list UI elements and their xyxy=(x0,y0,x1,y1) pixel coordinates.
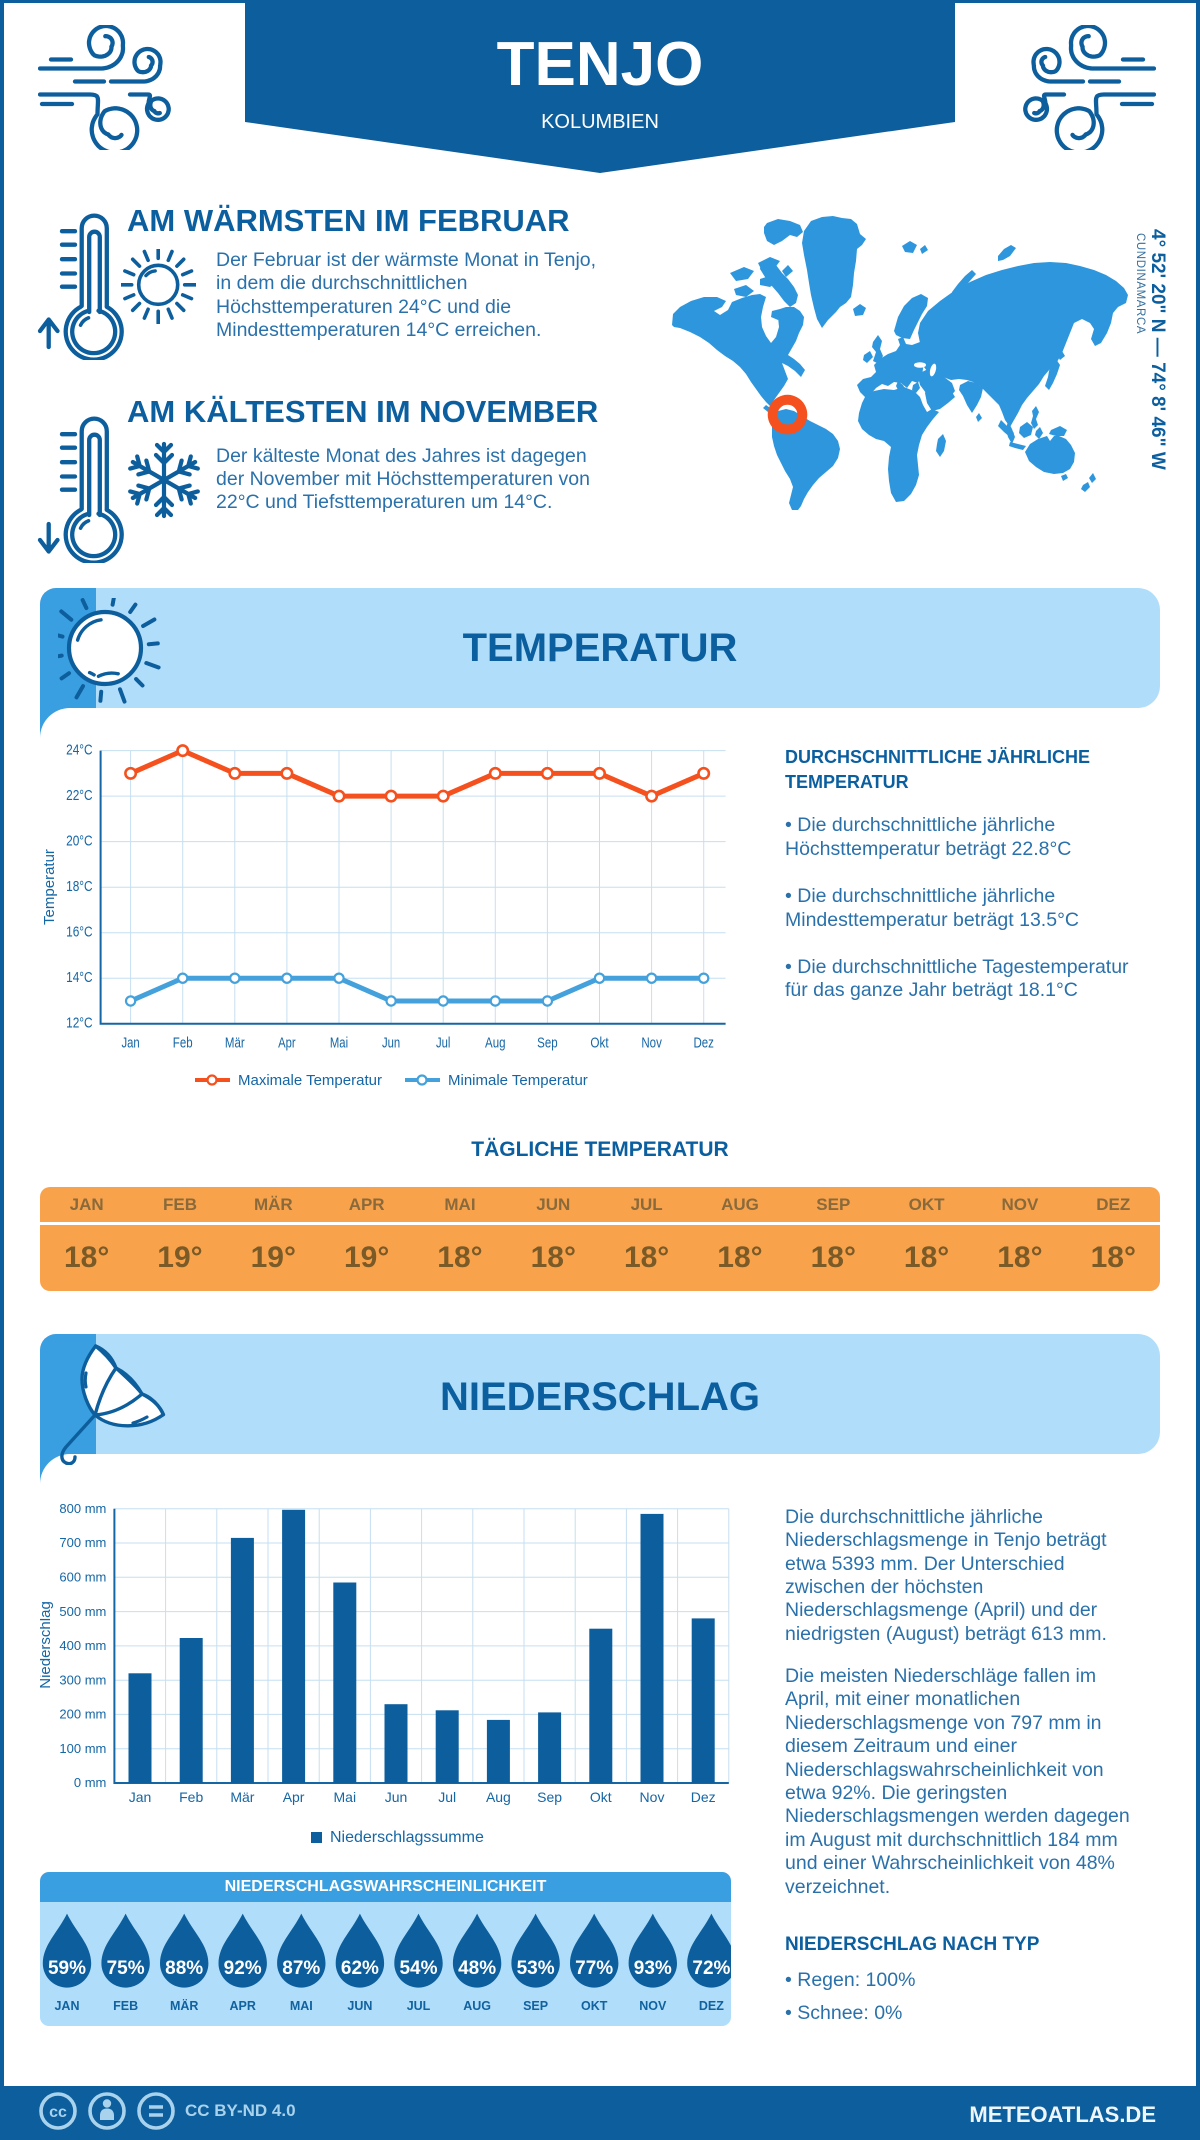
svg-text:JUL: JUL xyxy=(407,1999,431,2013)
svg-text:JUN: JUN xyxy=(347,1999,372,2013)
svg-text:72%: 72% xyxy=(692,1958,730,1979)
svg-text:87%: 87% xyxy=(282,1958,320,1979)
svg-text:92%: 92% xyxy=(224,1958,262,1979)
svg-text:100 mm: 100 mm xyxy=(59,1741,106,1756)
svg-text:Mai: Mai xyxy=(334,1789,357,1805)
svg-text:12°C: 12°C xyxy=(66,1015,93,1032)
svg-text:Nov: Nov xyxy=(640,1789,665,1805)
svg-text:Mai: Mai xyxy=(330,1035,348,1052)
svg-text:DEZ: DEZ xyxy=(699,1999,724,2013)
svg-text:62%: 62% xyxy=(341,1958,379,1979)
svg-text:Nov: Nov xyxy=(641,1035,662,1052)
svg-text:NOV: NOV xyxy=(639,1999,667,2013)
svg-text:Jan: Jan xyxy=(129,1789,152,1805)
svg-text:Minimale Temperatur: Minimale Temperatur xyxy=(448,1072,588,1089)
svg-text:88%: 88% xyxy=(165,1958,203,1979)
svg-text:0 mm: 0 mm xyxy=(74,1775,107,1790)
svg-text:77%: 77% xyxy=(575,1958,613,1979)
svg-text:Sep: Sep xyxy=(537,1035,558,1052)
svg-text:Dez: Dez xyxy=(693,1035,714,1052)
svg-text:18°C: 18°C xyxy=(66,878,93,895)
svg-text:Niederschlagssumme: Niederschlagssumme xyxy=(330,1829,484,1846)
svg-text:400 mm: 400 mm xyxy=(59,1638,106,1653)
svg-text:Apr: Apr xyxy=(278,1035,296,1052)
svg-text:Jan: Jan xyxy=(122,1035,140,1052)
svg-text:14°C: 14°C xyxy=(66,969,93,986)
svg-text:OKT: OKT xyxy=(581,1999,608,2013)
svg-text:800 mm: 800 mm xyxy=(59,1501,106,1516)
svg-text:500 mm: 500 mm xyxy=(59,1604,106,1619)
svg-text:MAI: MAI xyxy=(290,1999,313,2013)
svg-text:MÄR: MÄR xyxy=(170,1998,198,2013)
svg-text:75%: 75% xyxy=(107,1958,145,1979)
svg-text:Apr: Apr xyxy=(283,1789,305,1805)
svg-text:Mär: Mär xyxy=(230,1789,254,1805)
svg-text:Okt: Okt xyxy=(590,1789,612,1805)
svg-text:53%: 53% xyxy=(517,1958,555,1979)
svg-text:APR: APR xyxy=(229,1999,255,2013)
svg-text:cc: cc xyxy=(49,2104,67,2121)
svg-text:700 mm: 700 mm xyxy=(59,1535,106,1550)
svg-text:22°C: 22°C xyxy=(66,787,93,804)
svg-text:48%: 48% xyxy=(458,1958,496,1979)
svg-text:Temperatur: Temperatur xyxy=(41,849,58,925)
svg-text:Sep: Sep xyxy=(537,1789,562,1805)
svg-text:Feb: Feb xyxy=(173,1035,193,1052)
svg-text:Dez: Dez xyxy=(691,1789,716,1805)
svg-text:SEP: SEP xyxy=(523,1999,548,2013)
svg-text:Jul: Jul xyxy=(436,1035,450,1052)
svg-text:Okt: Okt xyxy=(590,1035,609,1052)
svg-text:20°C: 20°C xyxy=(66,832,93,849)
svg-text:FEB: FEB xyxy=(113,1999,138,2013)
svg-text:Jun: Jun xyxy=(382,1035,400,1052)
svg-text:54%: 54% xyxy=(399,1958,437,1979)
svg-text:Feb: Feb xyxy=(179,1789,203,1805)
svg-text:300 mm: 300 mm xyxy=(59,1672,106,1687)
svg-text:Aug: Aug xyxy=(486,1789,511,1805)
svg-text:Maximale Temperatur: Maximale Temperatur xyxy=(238,1072,382,1089)
svg-text:Jul: Jul xyxy=(438,1789,456,1805)
svg-text:Aug: Aug xyxy=(485,1035,506,1052)
svg-text:Mär: Mär xyxy=(225,1035,245,1052)
svg-text:24°C: 24°C xyxy=(66,741,93,758)
svg-text:Jun: Jun xyxy=(385,1789,408,1805)
svg-text:59%: 59% xyxy=(48,1958,86,1979)
svg-text:93%: 93% xyxy=(634,1958,672,1979)
svg-text:JAN: JAN xyxy=(54,1999,79,2013)
svg-text:600 mm: 600 mm xyxy=(59,1570,106,1585)
svg-text:Niederschlag: Niederschlag xyxy=(40,1601,54,1689)
svg-text:200 mm: 200 mm xyxy=(59,1707,106,1722)
svg-text:AUG: AUG xyxy=(463,1999,491,2013)
svg-text:16°C: 16°C xyxy=(66,924,93,941)
